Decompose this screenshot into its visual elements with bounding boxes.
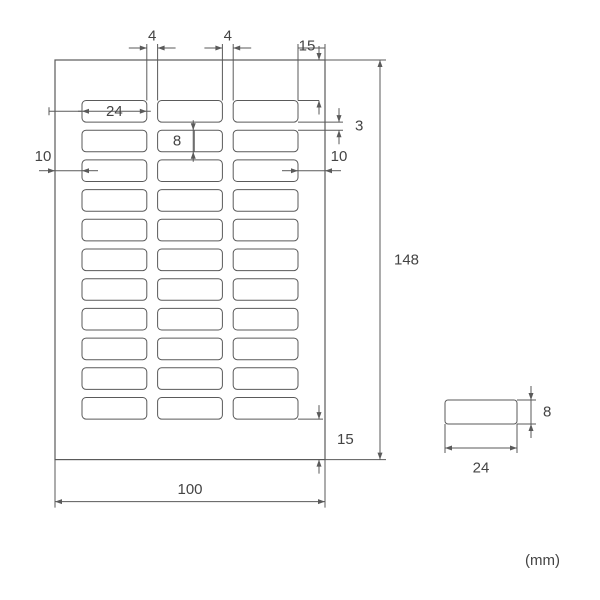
label-cell	[82, 308, 147, 330]
label-cell	[82, 279, 147, 301]
label-sheet-diagram: 4 4 15 24 8 3 10 10 15 100 148 8 24 (mm)	[0, 0, 600, 600]
dim-col-gap-a: 4	[148, 28, 156, 45]
dim-margin-right: 10	[331, 148, 348, 165]
dim-margin-left: 10	[35, 148, 52, 165]
label-cell	[233, 279, 298, 301]
label-cell	[233, 398, 298, 420]
dim-row-gap: 3	[355, 118, 363, 135]
label-cell	[82, 249, 147, 271]
label-cell	[158, 338, 223, 360]
detail-label	[445, 400, 517, 424]
label-cell	[158, 368, 223, 390]
label-cell	[82, 338, 147, 360]
label-cell	[82, 368, 147, 390]
label-cell	[82, 219, 147, 241]
dim-label-width: 24	[106, 103, 123, 120]
label-cell	[82, 130, 147, 152]
dim-sheet-width: 100	[177, 481, 202, 498]
label-cell	[158, 308, 223, 330]
label-cell	[233, 130, 298, 152]
unit-label: (mm)	[525, 552, 560, 569]
label-cell	[158, 219, 223, 241]
label-cell	[233, 308, 298, 330]
dim-col-gap-b: 4	[224, 28, 232, 45]
dim-label-height: 8	[173, 133, 181, 150]
label-cell	[158, 279, 223, 301]
label-cell	[233, 368, 298, 390]
label-cell	[158, 398, 223, 420]
label-cell	[233, 190, 298, 212]
label-cell	[233, 219, 298, 241]
label-cell	[233, 101, 298, 123]
dim-margin-top: 15	[299, 38, 316, 55]
label-cell	[158, 160, 223, 182]
label-cell	[158, 130, 223, 152]
dim-sheet-height: 148	[394, 251, 419, 268]
label-cell	[82, 398, 147, 420]
dim-detail-height: 8	[543, 404, 551, 421]
label-cell	[158, 249, 223, 271]
dim-margin-bottom: 15	[337, 431, 354, 448]
label-cell	[82, 190, 147, 212]
dim-detail-width: 24	[473, 459, 490, 476]
label-cell	[233, 338, 298, 360]
label-cell	[158, 190, 223, 212]
label-cell	[158, 101, 223, 123]
label-cell	[233, 249, 298, 271]
